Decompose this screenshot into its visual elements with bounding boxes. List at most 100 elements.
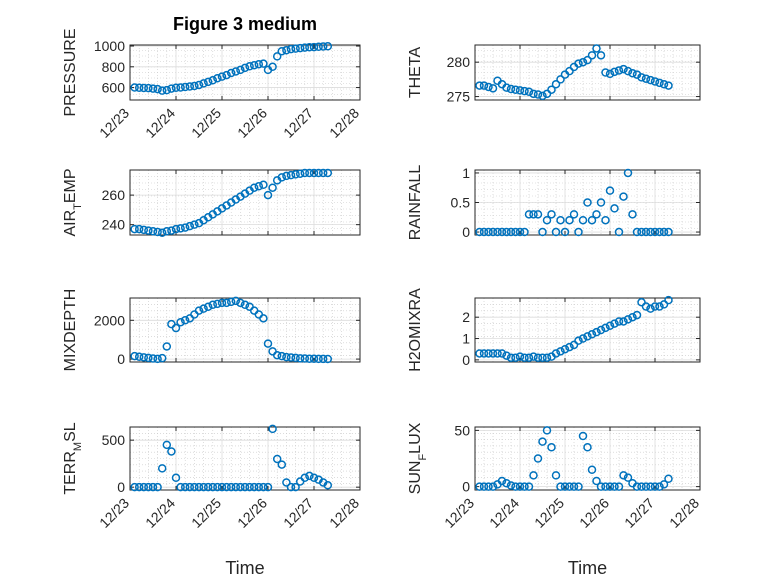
data-point — [605, 482, 615, 491]
data-point — [641, 74, 651, 83]
y-tick-label: 0 — [117, 479, 125, 495]
data-point — [314, 42, 323, 52]
data-point — [511, 85, 520, 94]
y-tick-label: 50 — [454, 422, 470, 438]
data-point — [511, 482, 520, 491]
data-point — [139, 225, 149, 235]
data-point — [578, 57, 588, 67]
data-point — [176, 83, 185, 92]
data-point — [226, 482, 236, 492]
data-point — [560, 344, 570, 354]
data-point — [208, 300, 218, 310]
data-point — [574, 482, 583, 491]
data-point — [488, 482, 498, 491]
data-point — [263, 339, 273, 348]
data-point — [623, 473, 633, 482]
y-tick-label: 0 — [462, 479, 470, 495]
data-point — [614, 482, 624, 491]
data-point — [524, 482, 534, 491]
data-point — [190, 220, 199, 229]
data-point — [533, 210, 543, 219]
data-point — [623, 66, 633, 76]
data-point — [213, 482, 222, 492]
data-point — [659, 480, 669, 489]
data-point — [583, 55, 592, 65]
data-point — [511, 227, 520, 237]
y-tick-label: 280 — [447, 54, 471, 70]
data-point — [194, 482, 204, 492]
data-point — [601, 68, 610, 77]
data-point — [605, 69, 615, 79]
data-point — [601, 482, 610, 491]
data-point — [318, 42, 328, 51]
data-point — [623, 168, 633, 178]
data-point — [578, 431, 588, 441]
data-point — [157, 86, 167, 95]
data-point — [592, 210, 601, 219]
data-point — [199, 482, 208, 492]
data-point — [208, 76, 218, 85]
axes-box — [129, 44, 361, 101]
data-point — [291, 353, 300, 363]
data-point — [551, 227, 561, 237]
data-point — [171, 323, 181, 333]
data-point — [277, 173, 287, 182]
data-point — [565, 215, 574, 225]
data-point — [569, 210, 579, 219]
data-point — [605, 321, 615, 330]
data-point — [529, 89, 538, 99]
data-point — [533, 90, 543, 99]
data-point — [134, 352, 144, 362]
data-point — [632, 310, 642, 320]
data-point — [641, 227, 651, 237]
data-point — [194, 306, 204, 315]
panel-theta: 275 280 THETA — [407, 44, 701, 105]
data-point — [180, 223, 190, 232]
y-tick-label: 800 — [102, 59, 126, 75]
data-point — [282, 45, 291, 55]
data-point — [217, 72, 227, 81]
data-point — [277, 46, 287, 56]
data-point — [286, 44, 296, 54]
data-point — [601, 215, 610, 225]
y-tick-label: 275 — [447, 89, 471, 105]
axes-box — [474, 426, 701, 491]
data-point — [208, 482, 218, 492]
data-point — [637, 73, 646, 82]
data-point — [574, 336, 583, 345]
y-tick-label: 260 — [102, 187, 126, 203]
y-tick-label: 600 — [102, 80, 126, 96]
data-point — [646, 75, 655, 85]
data-point — [506, 84, 516, 94]
data-point — [592, 44, 601, 53]
data-point — [502, 83, 511, 92]
data-point — [502, 351, 511, 360]
data-point — [556, 347, 565, 356]
data-point — [291, 482, 300, 492]
panel-mixdepth: 0 2000 MIXDEPTH — [62, 289, 361, 371]
data-point — [619, 192, 628, 201]
y-tick-label: 0 — [462, 224, 470, 240]
data-point — [162, 85, 172, 95]
data-point — [560, 227, 570, 237]
data-point — [551, 471, 561, 480]
data-point — [659, 79, 669, 89]
data-point — [574, 227, 583, 237]
data-point — [592, 476, 601, 486]
data-point — [254, 482, 264, 492]
data-point — [249, 183, 259, 192]
data-point — [213, 299, 222, 309]
data-point — [144, 353, 153, 363]
data-point — [236, 65, 245, 75]
data-point — [139, 482, 149, 492]
data-point — [610, 204, 619, 213]
y-tick-label: 0 — [462, 352, 470, 368]
data-point — [637, 482, 646, 491]
data-point — [134, 224, 144, 234]
data-point — [619, 64, 628, 74]
axes-box — [129, 169, 361, 236]
data-point — [231, 67, 241, 76]
y-tick-label: 500 — [102, 432, 126, 448]
data-point — [646, 304, 655, 313]
